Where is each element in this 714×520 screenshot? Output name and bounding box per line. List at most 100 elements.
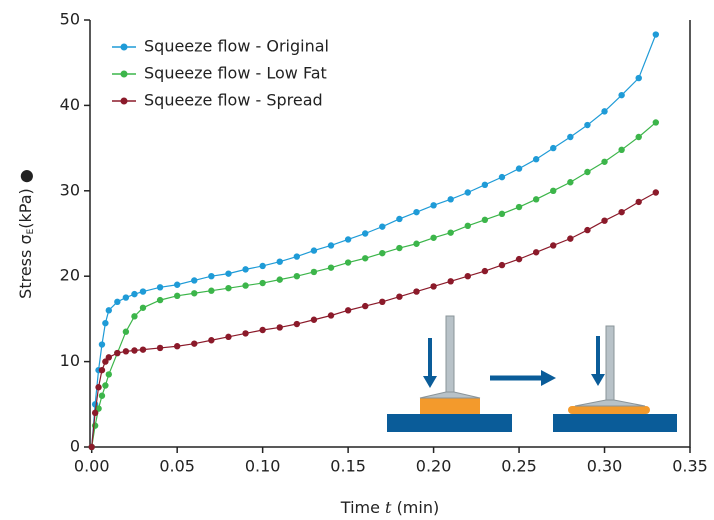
data-point	[601, 158, 608, 165]
data-point	[293, 253, 301, 260]
data-point	[550, 242, 557, 249]
data-point	[498, 210, 506, 218]
data-point	[105, 354, 113, 361]
data-point	[114, 298, 121, 306]
x-label-italic: t	[385, 498, 392, 517]
data-point	[362, 302, 369, 310]
data-point	[652, 31, 660, 38]
data-point	[327, 264, 335, 271]
data-point	[191, 290, 198, 297]
data-point	[242, 266, 249, 273]
data-point	[259, 279, 266, 287]
data-point	[122, 348, 130, 355]
data-point	[584, 121, 591, 129]
data-point	[208, 273, 215, 280]
data-point	[131, 313, 138, 320]
data-point	[310, 316, 318, 323]
data-point	[567, 179, 574, 186]
data-point	[362, 230, 369, 237]
data-point	[139, 288, 147, 295]
data-point	[88, 443, 95, 451]
data-point	[379, 298, 386, 306]
data-point	[98, 366, 106, 374]
y-label-text: Stress σ	[16, 234, 35, 298]
data-point	[396, 244, 403, 252]
x-tick-label: 0.00	[74, 457, 110, 476]
data-point	[156, 284, 164, 291]
x-tick-label: 0.35	[672, 457, 708, 476]
data-point	[515, 255, 523, 263]
data-point	[276, 258, 283, 265]
data-point	[191, 340, 198, 347]
y-tick-label: 10	[60, 351, 80, 370]
data-point	[447, 196, 454, 203]
y-tick-label: 20	[60, 266, 80, 285]
data-point	[225, 284, 232, 292]
data-point	[208, 337, 215, 344]
y-tick-label: 0	[70, 437, 80, 456]
data-point	[532, 156, 540, 163]
data-point	[95, 405, 102, 412]
data-point	[481, 267, 489, 275]
data-point	[567, 235, 574, 242]
data-point	[498, 261, 506, 269]
data-point	[156, 344, 164, 352]
data-point	[447, 278, 454, 285]
data-point	[225, 270, 232, 277]
data-point	[208, 287, 215, 294]
data-point	[584, 226, 591, 234]
data-point	[91, 409, 99, 417]
data-point	[396, 215, 403, 223]
data-point	[327, 242, 335, 249]
data-point	[413, 208, 420, 216]
data-point	[98, 341, 106, 348]
x-tick-label: 0.25	[501, 457, 537, 476]
axis-frame	[89, 20, 691, 448]
data-point	[102, 358, 109, 365]
data-point	[635, 74, 642, 82]
series-line	[91, 122, 657, 448]
data-point	[550, 144, 557, 152]
x-tick-label: 0.10	[245, 457, 281, 476]
data-point	[601, 108, 608, 115]
x-axis-label: Time t (min)	[340, 498, 439, 517]
data-point	[344, 259, 352, 266]
data-point	[635, 198, 642, 206]
y-tick-label: 40	[60, 95, 80, 114]
legend-marker	[120, 97, 128, 105]
data-point	[481, 181, 489, 189]
legend-label: Squeeze flow - Low Fat	[144, 64, 327, 83]
data-point	[173, 292, 181, 300]
data-point	[413, 288, 420, 295]
data-point	[276, 276, 283, 283]
inset-diagram	[387, 315, 677, 432]
data-point	[430, 283, 437, 290]
x-label-unit: (min)	[397, 498, 440, 517]
data-point	[95, 384, 102, 391]
data-point	[293, 273, 301, 280]
data-point	[102, 382, 109, 389]
data-point	[464, 222, 471, 230]
data-point	[430, 202, 437, 209]
y-tick-label: 50	[60, 10, 80, 29]
data-point	[139, 346, 147, 353]
data-point	[652, 189, 660, 196]
data-point	[139, 304, 147, 311]
data-point	[105, 307, 113, 314]
data-point	[567, 133, 574, 141]
legend-label: Squeeze flow - Original	[144, 37, 329, 56]
y-axis-label: Stress σE(kPa) ●	[16, 169, 36, 299]
data-point	[156, 296, 164, 304]
data-point	[191, 277, 198, 284]
data-point	[464, 273, 471, 280]
data-point	[464, 189, 471, 196]
data-point	[481, 216, 489, 224]
data-point	[652, 119, 660, 126]
data-point	[515, 203, 523, 211]
data-point	[259, 326, 266, 334]
x-tick-label: 0.15	[330, 457, 366, 476]
data-point	[379, 223, 386, 230]
data-point	[447, 229, 454, 236]
data-point	[98, 392, 106, 399]
data-point	[635, 133, 642, 141]
